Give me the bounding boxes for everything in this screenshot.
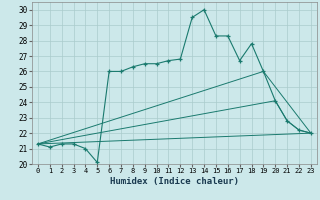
X-axis label: Humidex (Indice chaleur): Humidex (Indice chaleur)	[110, 177, 239, 186]
